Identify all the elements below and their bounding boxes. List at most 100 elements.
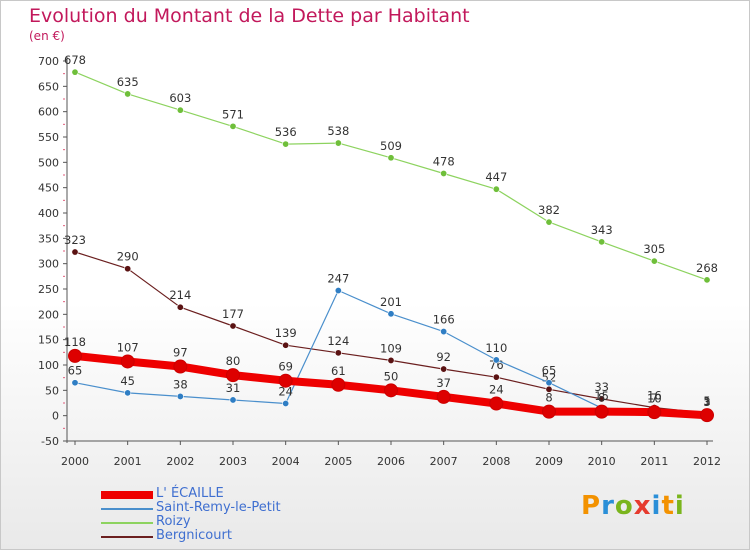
- y-tick-label: 400: [38, 207, 59, 220]
- data-label-roizy: 635: [117, 75, 139, 89]
- data-point-roizy: [124, 90, 132, 98]
- data-label-bergnicourt: 177: [222, 307, 244, 321]
- x-tick-label: 2003: [219, 455, 247, 468]
- x-tick-label: 2012: [693, 455, 721, 468]
- data-label-saint-remy-le-petit: 247: [327, 272, 349, 286]
- data-point-bergnicourt: [229, 322, 237, 330]
- data-label-saint-remy-le-petit: 45: [120, 374, 135, 388]
- y-tick-label: 100: [38, 359, 59, 372]
- data-point-roizy: [650, 257, 658, 265]
- data-label-l-caille: 97: [173, 346, 188, 360]
- data-label-saint-remy-le-petit: 201: [380, 295, 402, 309]
- data-label-saint-remy-le-petit: 3: [703, 395, 710, 409]
- data-point-l-caille: [594, 404, 609, 419]
- legend-item-saint-remy: Saint-Remy-le-Petit: [101, 500, 361, 516]
- data-label-l-caille: 69: [278, 360, 293, 374]
- data-label-saint-remy-le-petit: 65: [542, 364, 557, 378]
- data-label-bergnicourt: 124: [327, 334, 349, 348]
- data-label-roizy: 447: [485, 170, 507, 184]
- y-tick-label: 700: [38, 55, 59, 68]
- data-point-l-caille: [331, 377, 346, 392]
- y-tick-label: 500: [38, 156, 59, 169]
- data-label-saint-remy-le-petit: 38: [173, 377, 188, 391]
- data-label-roizy: 678: [64, 53, 86, 67]
- data-label-roizy: 571: [222, 107, 244, 121]
- data-label-saint-remy-le-petit: 65: [68, 364, 83, 378]
- data-label-bergnicourt: 290: [117, 250, 139, 264]
- data-point-saint-remy-le-petit: [545, 379, 553, 387]
- legend-label-saint-remy: Saint-Remy-le-Petit: [156, 500, 281, 515]
- data-point-bergnicourt: [492, 373, 500, 381]
- data-label-roizy: 478: [433, 154, 455, 168]
- data-label-l-caille: 50: [384, 369, 399, 383]
- legend-swatch-lecaille: [101, 491, 153, 499]
- data-point-l-caille: [542, 404, 556, 419]
- x-tick-label: 2008: [482, 455, 510, 468]
- data-label-l-caille: 7: [651, 391, 658, 405]
- legend-swatch-bergnicourt: [101, 536, 153, 538]
- data-label-l-caille: 118: [64, 335, 86, 349]
- data-label-bergnicourt: 109: [380, 341, 402, 355]
- y-tick-label: 0: [52, 410, 59, 423]
- x-tick-label: 2002: [166, 455, 194, 468]
- data-point-roizy: [545, 218, 553, 226]
- data-point-bergnicourt: [440, 365, 448, 373]
- y-tick-label: 650: [38, 80, 59, 93]
- data-label-roizy: 603: [169, 91, 191, 105]
- data-label-bergnicourt: 33: [594, 380, 609, 394]
- y-tick-label: 450: [38, 182, 59, 195]
- data-point-roizy: [387, 154, 395, 162]
- data-point-saint-remy-le-petit: [334, 287, 342, 295]
- data-point-saint-remy-le-petit: [440, 328, 448, 336]
- data-point-saint-remy-le-petit: [282, 400, 290, 408]
- data-point-roizy: [440, 169, 448, 177]
- data-point-l-caille: [173, 359, 188, 374]
- data-point-bergnicourt: [124, 265, 132, 273]
- chart-title: Evolution du Montant de la Dette par Hab…: [29, 5, 470, 27]
- data-label-roizy: 538: [327, 124, 349, 138]
- legend-item-lecaille: L' ÉCAILLE: [101, 486, 361, 502]
- data-point-roizy: [71, 68, 79, 76]
- y-tick-label: 300: [38, 258, 59, 271]
- y-tick-label: 50: [45, 384, 59, 397]
- data-point-bergnicourt: [282, 341, 290, 349]
- legend-label-roizy: Roizy: [156, 514, 191, 529]
- data-point-roizy: [598, 238, 606, 246]
- data-label-bergnicourt: 92: [436, 350, 451, 364]
- data-point-l-caille: [700, 408, 714, 423]
- data-point-l-caille: [226, 368, 240, 383]
- data-point-roizy: [334, 139, 342, 147]
- data-label-roizy: 343: [591, 223, 613, 237]
- data-point-saint-remy-le-petit: [229, 396, 237, 404]
- data-point-saint-remy-le-petit: [124, 389, 132, 397]
- data-point-saint-remy-le-petit: [71, 379, 79, 387]
- data-point-roizy: [176, 106, 184, 114]
- y-tick-label: 150: [38, 334, 59, 347]
- y-tick-label: -50: [41, 435, 59, 448]
- legend-item-bergnicourt: Bergnicourt: [101, 528, 361, 544]
- data-point-saint-remy-le-petit: [387, 310, 395, 318]
- data-point-bergnicourt: [598, 395, 606, 403]
- data-point-saint-remy-le-petit: [492, 356, 500, 364]
- data-label-saint-remy-le-petit: 24: [278, 385, 293, 399]
- data-label-bergnicourt: 323: [64, 233, 86, 247]
- data-label-bergnicourt: 139: [275, 326, 297, 340]
- data-point-l-caille: [278, 373, 293, 388]
- x-tick-label: 2006: [377, 455, 405, 468]
- data-label-bergnicourt: 5: [703, 394, 710, 408]
- data-label-l-caille: 8: [598, 391, 605, 405]
- x-tick-label: 2001: [114, 455, 142, 468]
- data-label-roizy: 305: [643, 242, 665, 256]
- data-point-bergnicourt: [176, 303, 184, 311]
- legend-item-roizy: Roizy: [101, 514, 361, 530]
- data-label-roizy: 382: [538, 203, 560, 217]
- data-label-l-caille: 61: [331, 364, 346, 378]
- x-tick-label: 2007: [430, 455, 458, 468]
- chart-subtitle: (en €): [29, 29, 65, 43]
- data-point-bergnicourt: [334, 349, 342, 357]
- legend-swatch-saint-remy: [101, 508, 153, 510]
- data-point-l-caille: [68, 348, 82, 363]
- data-point-roizy: [492, 185, 500, 193]
- data-label-saint-remy-le-petit: 166: [433, 313, 455, 327]
